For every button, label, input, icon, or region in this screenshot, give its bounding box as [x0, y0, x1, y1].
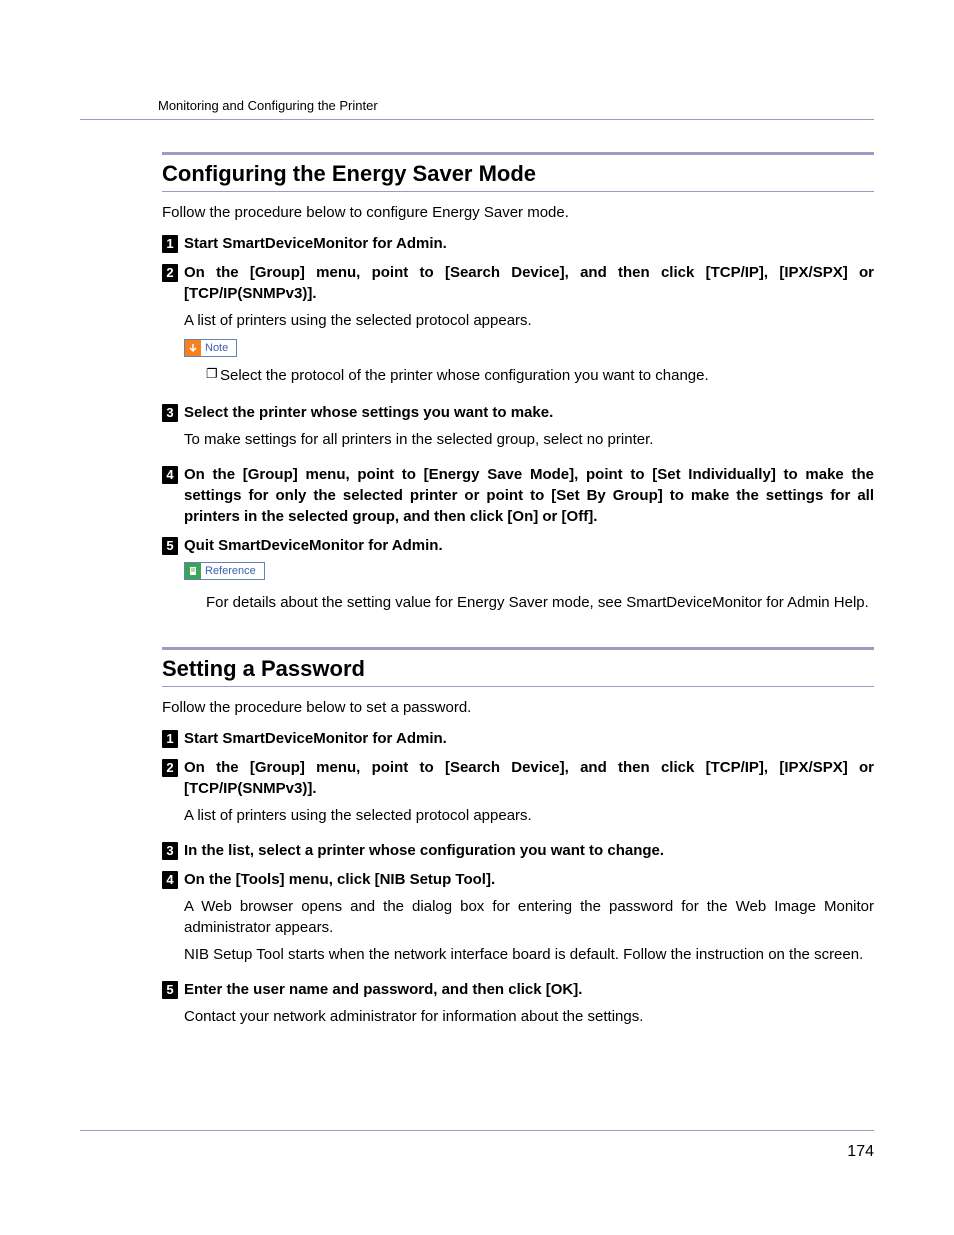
arrow-down-icon — [185, 340, 201, 356]
step-number-icon: 5 — [162, 537, 178, 555]
section-intro: Follow the procedure below to set a pass… — [162, 699, 874, 716]
step-paragraph: Contact your network administrator for i… — [184, 1006, 874, 1027]
step-body: Start SmartDeviceMonitor for Admin. — [184, 728, 874, 749]
page-content: Configuring the Energy Saver Mode Follow… — [162, 152, 874, 1033]
step-number-icon: 4 — [162, 466, 178, 484]
step-heading: Select the printer whose settings you wa… — [184, 402, 874, 423]
section-rule — [162, 686, 874, 687]
step: 2 On the [Group] menu, point to [Search … — [162, 262, 874, 394]
step-body: On the [Tools] menu, click [NIB Setup To… — [184, 869, 874, 971]
step-body: On the [Group] menu, point to [Energy Sa… — [184, 464, 874, 527]
reference-paragraph: For details about the setting value for … — [206, 592, 874, 613]
step-paragraph: To make settings for all printers in the… — [184, 429, 874, 450]
step-heading: Quit SmartDeviceMonitor for Admin. — [184, 535, 874, 556]
step-number-icon: 2 — [162, 759, 178, 777]
step-heading: On the [Tools] menu, click [NIB Setup To… — [184, 869, 874, 890]
step: 3 Select the printer whose settings you … — [162, 402, 874, 456]
step-body: Quit SmartDeviceMonitor for Admin. Refer… — [184, 535, 874, 619]
step: 1 Start SmartDeviceMonitor for Admin. — [162, 728, 874, 749]
step-number-icon: 1 — [162, 730, 178, 748]
step-heading: On the [Group] menu, point to [Search De… — [184, 262, 874, 304]
step-number-icon: 5 — [162, 981, 178, 999]
step: 1 Start SmartDeviceMonitor for Admin. — [162, 233, 874, 254]
step-number-icon: 3 — [162, 842, 178, 860]
note-callout: Note — [184, 339, 237, 357]
step-number-icon: 2 — [162, 264, 178, 282]
step-heading: Start SmartDeviceMonitor for Admin. — [184, 728, 874, 749]
step-body: On the [Group] menu, point to [Search De… — [184, 262, 874, 394]
section-title: Configuring the Energy Saver Mode — [162, 161, 874, 187]
bullet-icon: ❐ — [206, 366, 220, 382]
step-body: On the [Group] menu, point to [Search De… — [184, 757, 874, 832]
section-rule — [162, 152, 874, 155]
step-number-icon: 1 — [162, 235, 178, 253]
section-rule — [162, 647, 874, 650]
step-paragraph: A Web browser opens and the dialog box f… — [184, 896, 874, 938]
step-body: In the list, select a printer whose conf… — [184, 840, 874, 861]
step-paragraph: A list of printers using the selected pr… — [184, 310, 874, 331]
step-heading: In the list, select a printer whose conf… — [184, 840, 874, 861]
section-title: Setting a Password — [162, 656, 874, 682]
reference-callout: Reference — [184, 562, 265, 580]
section-rule — [162, 191, 874, 192]
step: 5 Quit SmartDeviceMonitor for Admin. Ref… — [162, 535, 874, 619]
step-body: Select the printer whose settings you wa… — [184, 402, 874, 456]
note-label: Note — [201, 342, 236, 354]
page-number: 174 — [847, 1143, 874, 1161]
step-number-icon: 4 — [162, 871, 178, 889]
bullet-text: Select the protocol of the printer whose… — [220, 365, 874, 386]
step: 5 Enter the user name and password, and … — [162, 979, 874, 1033]
page: Monitoring and Configuring the Printer C… — [0, 0, 954, 1121]
step-heading: Start SmartDeviceMonitor for Admin. — [184, 233, 874, 254]
running-header: Monitoring and Configuring the Printer — [80, 98, 874, 120]
section-password: Setting a Password Follow the procedure … — [162, 647, 874, 1033]
step-paragraph: A list of printers using the selected pr… — [184, 805, 874, 826]
step-heading: Enter the user name and password, and th… — [184, 979, 874, 1000]
step-number-icon: 3 — [162, 404, 178, 422]
step-paragraph: NIB Setup Tool starts when the network i… — [184, 944, 874, 965]
section-energy-saver: Configuring the Energy Saver Mode Follow… — [162, 152, 874, 619]
step-heading: On the [Group] menu, point to [Search De… — [184, 757, 874, 799]
step: 2 On the [Group] menu, point to [Search … — [162, 757, 874, 832]
footer-rule — [80, 1130, 874, 1131]
step-body: Enter the user name and password, and th… — [184, 979, 874, 1033]
reference-icon — [185, 563, 201, 579]
step: 4 On the [Group] menu, point to [Energy … — [162, 464, 874, 527]
note-bullet: ❐ Select the protocol of the printer who… — [206, 365, 874, 386]
section-intro: Follow the procedure below to configure … — [162, 204, 874, 221]
step: 4 On the [Tools] menu, click [NIB Setup … — [162, 869, 874, 971]
reference-label: Reference — [201, 565, 264, 577]
step-body: Start SmartDeviceMonitor for Admin. — [184, 233, 874, 254]
step: 3 In the list, select a printer whose co… — [162, 840, 874, 861]
step-heading: On the [Group] menu, point to [Energy Sa… — [184, 464, 874, 527]
